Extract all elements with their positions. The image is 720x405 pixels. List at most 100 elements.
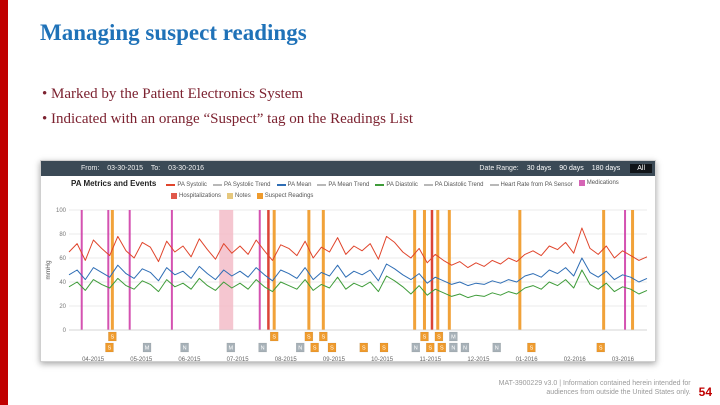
legend-label: PA Mean [287,182,312,188]
svg-text:02-2016: 02-2016 [564,357,587,362]
range-button-180-days[interactable]: 180 days [591,165,621,172]
legend-row-2: Hospitalizations Notes Suspect Readings [171,191,319,203]
svg-text:S: S [111,335,115,341]
legend-item-pa-mean[interactable]: PA Mean [276,180,312,190]
svg-text:M: M [229,346,234,352]
legend-item-notes[interactable]: Notes [227,191,251,201]
legend-label: Medications [586,180,619,186]
legend-label: Suspect Readings [264,193,314,199]
legend-item-suspect-readings[interactable]: Suspect Readings [256,191,314,201]
legend-line-swatch [375,184,385,186]
svg-text:S: S [313,346,317,352]
svg-text:S: S [272,335,276,341]
svg-text:S: S [428,346,432,352]
section-title: PA Metrics and Events [71,179,157,188]
left-accent-bar [0,0,8,405]
legend-box-swatch [227,193,234,199]
svg-text:S: S [440,346,444,352]
legend-label: PA Diastolic [386,182,418,188]
svg-text:S: S [362,346,366,352]
svg-text:60: 60 [59,256,66,262]
legend-item-pa-diastolic[interactable]: PA Diastolic [375,180,418,190]
svg-text:0: 0 [63,328,67,334]
svg-text:40: 40 [59,280,66,286]
svg-text:03-2016: 03-2016 [612,357,635,362]
svg-text:S: S [108,346,112,352]
legend-item-pa-systolic-trend[interactable]: PA Systolic Trend [212,180,271,190]
legend-item-pa-mean-trend[interactable]: PA Mean Trend [317,180,369,190]
legend-line-swatch [489,184,499,186]
svg-text:09-2015: 09-2015 [323,357,346,362]
legend-item-heart-rate-from-pa-sensor[interactable]: Heart Rate from PA Sensor [489,180,573,190]
svg-text:S: S [437,335,441,341]
legend-label: PA Systolic Trend [223,182,271,188]
svg-text:06-2015: 06-2015 [178,357,201,362]
legend-line-swatch [423,184,433,186]
svg-text:S: S [307,335,311,341]
legend-box-swatch [578,180,585,186]
svg-text:S: S [530,346,534,352]
svg-text:07-2015: 07-2015 [227,357,250,362]
legend-line-swatch [166,184,176,186]
legend-label: PA Diastolic Trend [434,182,484,188]
bullet-text-2: Indicated with an orange “Suspect” tag o… [51,111,413,127]
svg-text:N: N [183,346,187,352]
svg-text:05-2015: 05-2015 [130,357,153,362]
svg-text:S: S [382,346,386,352]
svg-text:04-2015: 04-2015 [82,357,105,362]
legend-box-swatch [171,193,177,199]
legend-area: PA Metrics and Events PA Systolic PA Syst… [41,176,655,205]
svg-text:N: N [261,346,265,352]
legend-item-pa-diastolic-trend[interactable]: PA Diastolic Trend [423,180,484,190]
bullet-item-2: Indicated with an orange “Suspect” tag o… [42,111,413,128]
page-number: 54 [698,385,712,399]
legend-line-swatch [317,184,327,186]
legend-label: Hospitalizations [179,193,222,199]
footer-disclaimer: MAT-3900229 v3.0 | Information contained… [499,380,691,397]
bullet-list: Marked by the Patient Electronics System… [42,86,413,136]
svg-text:N: N [463,346,467,352]
bullet-item-1: Marked by the Patient Electronics System [42,86,413,103]
svg-text:S: S [423,335,427,341]
svg-text:S: S [321,335,325,341]
date-range-controls: Date Range: 30 days 90 days 180 days All [479,164,652,173]
legend-box-swatch [256,193,263,199]
legend-item-medications[interactable]: Medications [578,178,619,188]
legend-line-swatch [276,184,286,186]
legend-label: Heart Rate from PA Sensor [500,182,573,188]
range-button-30-days[interactable]: 30 days [526,165,552,172]
svg-text:80: 80 [59,232,66,238]
range-button-90-days[interactable]: 90 days [559,165,584,172]
svg-text:20: 20 [59,304,66,310]
to-date-value[interactable]: 03-30-2016 [168,165,204,172]
svg-text:N: N [451,346,455,352]
legend-item-hospitalizations[interactable]: Hospitalizations [171,191,221,201]
svg-text:12-2015: 12-2015 [467,357,490,362]
legend-item-pa-systolic[interactable]: PA Systolic [166,180,207,190]
legend-label: PA Mean Trend [328,182,370,188]
footer-line-1: MAT-3900229 v3.0 | Information contained… [498,380,691,387]
all-button[interactable]: All [630,164,652,173]
legend-label: Notes [235,193,251,199]
legend-row-1: PA Systolic PA Systolic Trend PA Mean PA Me… [166,178,624,190]
svg-text:M: M [145,346,150,352]
page-title: Managing suspect readings [40,20,307,45]
date-from-to-group: From: 03-30-2015 To: 03-30-2016 [81,165,210,172]
svg-text:N: N [298,346,302,352]
svg-text:M: M [451,335,456,341]
legend-row-2-wrap: Hospitalizations Notes Suspect Readings [71,191,651,203]
svg-text:100: 100 [56,208,67,214]
pa-metrics-screenshot: From: 03-30-2015 To: 03-30-2016 Date Ran… [40,160,656,362]
svg-text:08-2015: 08-2015 [275,357,298,362]
svg-text:10-2015: 10-2015 [371,357,394,362]
svg-text:N: N [495,346,499,352]
svg-text:mmHg: mmHg [45,260,52,280]
footer: MAT-3900229 v3.0 | Information contained… [499,380,712,399]
bullet-text-1: Marked by the Patient Electronics System [51,86,304,102]
footer-line-2: audiences from outside the United States… [546,388,691,396]
from-date-value[interactable]: 03-30-2015 [107,165,144,172]
svg-text:S: S [330,346,334,352]
svg-text:S: S [599,346,603,352]
